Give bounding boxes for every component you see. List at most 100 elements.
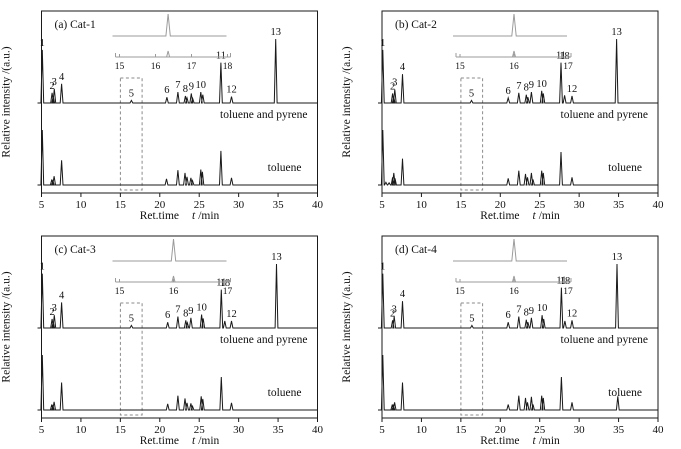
panel-title: (c) Cat-3 bbox=[55, 244, 96, 256]
x-axis-title: Ret.time t/min bbox=[480, 435, 560, 447]
peak-label-8: 8 bbox=[524, 83, 529, 94]
x-tick-label: 10 bbox=[416, 424, 428, 436]
inset-trace-lower bbox=[492, 275, 536, 283]
peak-label-5: 5 bbox=[129, 313, 134, 324]
peak-label-2: 2 bbox=[390, 308, 395, 319]
peak-label-13: 13 bbox=[612, 252, 623, 263]
inset-trace-upper bbox=[453, 238, 567, 262]
inset-trace-lower bbox=[492, 50, 536, 58]
peak-label-5: 5 bbox=[129, 88, 134, 99]
x-tick-label: 15 bbox=[115, 199, 127, 211]
inset-trace-upper bbox=[453, 13, 567, 37]
inset-tick-label: 17 bbox=[187, 62, 197, 72]
trace-toluene-and-pyrene bbox=[40, 263, 318, 329]
peak-label-5: 5 bbox=[469, 88, 474, 99]
peak-label-11: 11 bbox=[216, 51, 226, 62]
peak-label-12: 12 bbox=[226, 309, 237, 320]
peak-label-13: 13 bbox=[611, 27, 622, 38]
panel-title: (b) Cat-2 bbox=[395, 19, 437, 31]
inset-trace-lower bbox=[151, 275, 196, 283]
y-axis-label: Relative intensity /(a.u.) bbox=[341, 271, 353, 382]
inset-zoom-region: 15 16 17 bbox=[112, 238, 233, 297]
peak-label-1: 1 bbox=[380, 38, 385, 49]
trace-caption: toluene bbox=[608, 162, 642, 174]
peak-label-6: 6 bbox=[506, 310, 511, 321]
inset-zoom-region: 15 16 17 bbox=[453, 13, 573, 72]
peak-label-10: 10 bbox=[537, 303, 548, 314]
trace-caption: toluene bbox=[268, 387, 302, 399]
x-tick-label: 5 bbox=[379, 424, 385, 436]
inset-tick-label: 17 bbox=[563, 287, 573, 297]
inset-tick-label: 15 bbox=[115, 287, 125, 297]
peak-label-8: 8 bbox=[524, 308, 529, 319]
trace-caption: toluene and pyrene bbox=[220, 109, 308, 121]
x-tick-label: 30 bbox=[233, 199, 245, 211]
panel-title: (a) Cat-1 bbox=[55, 19, 96, 31]
peak-label-10: 10 bbox=[196, 80, 207, 91]
peak-label-18: 18 bbox=[220, 278, 231, 289]
peak-label-6: 6 bbox=[164, 85, 169, 96]
trace-caption: toluene and pyrene bbox=[561, 109, 649, 121]
y-axis-label: Relative intensity /(a.u.) bbox=[1, 46, 13, 157]
peak-label-2: 2 bbox=[50, 307, 55, 318]
x-tick-label: 25 bbox=[534, 424, 546, 436]
peak-label-3: 3 bbox=[52, 77, 57, 88]
panel-d-cat-4: (d) Cat-4 Relative intensity /(a.u.) 5 10 15… bbox=[341, 235, 665, 447]
peak-label-11: 11 bbox=[556, 51, 566, 62]
inset-tick-label: 16 bbox=[509, 62, 519, 72]
x-tick-label: 10 bbox=[75, 424, 87, 436]
x-axis-title: Ret.time t/min bbox=[480, 210, 560, 222]
inset-tick-label: 15 bbox=[455, 287, 465, 297]
x-tick-label: 40 bbox=[312, 199, 324, 211]
panel-title: (d) Cat-4 bbox=[395, 244, 437, 256]
peak-label-4: 4 bbox=[400, 62, 406, 73]
peak-label-11: 11 bbox=[556, 276, 566, 287]
trace-caption: toluene and pyrene bbox=[561, 334, 649, 346]
peak-label-6: 6 bbox=[506, 86, 511, 97]
trace-toluene bbox=[40, 354, 318, 411]
x-tick-label: 10 bbox=[75, 199, 87, 211]
peak-label-7: 7 bbox=[516, 81, 521, 92]
plot-box bbox=[41, 10, 318, 194]
peak-label-7: 7 bbox=[175, 80, 180, 91]
trace-caption: toluene bbox=[268, 162, 302, 174]
x-tick-label: 30 bbox=[233, 424, 245, 436]
trace-toluene bbox=[380, 354, 658, 411]
x-tick-label: 20 bbox=[154, 199, 166, 211]
trace-caption: toluene and pyrene bbox=[220, 334, 308, 346]
x-axis-title: Ret.time t/min bbox=[140, 210, 220, 222]
inset-tick-label: 16 bbox=[509, 287, 519, 297]
x-tick-label: 10 bbox=[416, 199, 428, 211]
inset-tick-label: 17 bbox=[563, 62, 573, 72]
x-tick-label: 30 bbox=[574, 424, 586, 436]
dashed-roi-box bbox=[119, 77, 143, 191]
x-tick-label: 5 bbox=[379, 199, 385, 211]
peak-label-7: 7 bbox=[516, 304, 521, 315]
trace-toluene bbox=[380, 129, 658, 186]
x-tick-label: 35 bbox=[273, 199, 285, 211]
inset-trace-upper bbox=[112, 13, 227, 37]
inset-tick-label: 16 bbox=[169, 287, 179, 297]
peak-label-1: 1 bbox=[40, 38, 45, 49]
peak-label-12: 12 bbox=[567, 84, 578, 95]
x-tick-label: 40 bbox=[653, 199, 665, 211]
trace-toluene bbox=[40, 129, 318, 186]
peak-label-4: 4 bbox=[400, 289, 406, 300]
peak-label-12: 12 bbox=[226, 85, 237, 96]
peak-label-9: 9 bbox=[188, 306, 193, 317]
plot-box bbox=[41, 235, 318, 419]
peak-label-13: 13 bbox=[270, 27, 281, 38]
peak-label-8: 8 bbox=[183, 84, 188, 95]
peak-label-9: 9 bbox=[529, 306, 534, 317]
x-tick-label: 40 bbox=[653, 424, 665, 436]
peak-label-10: 10 bbox=[536, 79, 547, 90]
peak-label-12: 12 bbox=[567, 308, 578, 319]
inset-tick-label: 18 bbox=[223, 62, 233, 72]
x-tick-label: 25 bbox=[194, 199, 206, 211]
peak-label-2: 2 bbox=[50, 81, 55, 92]
panel-a-cat-1: (a) Cat-1 Relative intensity /(a.u.) 5 10 15… bbox=[1, 10, 324, 222]
x-tick-label: 20 bbox=[495, 199, 507, 211]
